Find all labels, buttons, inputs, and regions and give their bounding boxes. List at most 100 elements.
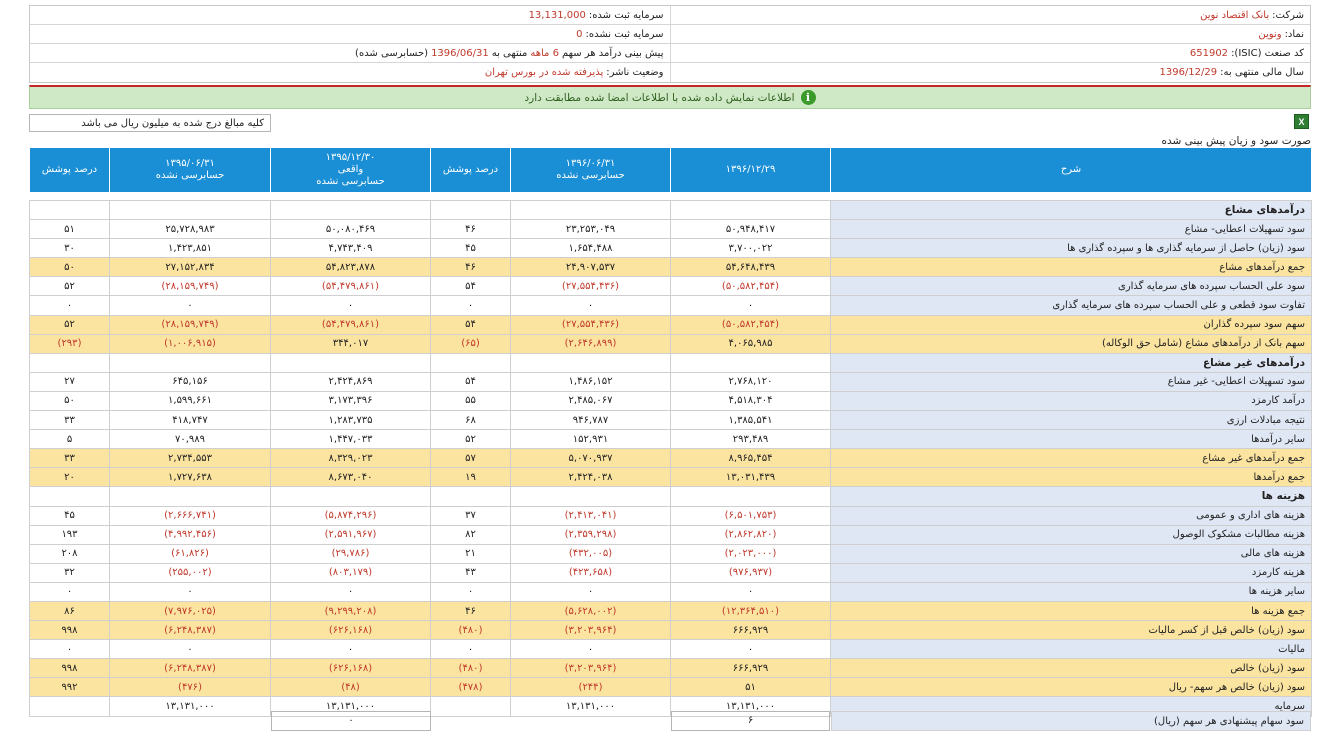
table-row: تفاوت سود قطعی و علی الحساب سپرده های سر… — [29, 295, 1312, 316]
publisher-status-label: وضعیت ناشر: — [606, 67, 664, 78]
table-row: سود تسهیلات اعطایی- مشاع ۵۰,۹۴۸,۴۱۷ ۲۳,۲۵۳… — [29, 219, 1312, 240]
row-value-col5: (۲,۶۶۶,۷۴۱) — [109, 505, 271, 526]
row-value-col1: ۱۳,۰۳۱,۴۳۹ — [670, 467, 831, 488]
row-value-col2: (۵,۶۲۸,۰۰۲) — [510, 600, 671, 622]
row-value-col3: ۰ — [430, 295, 511, 316]
row-value-col4: ۸,۶۷۳,۰۴۰ — [270, 467, 431, 488]
table-row: هزینه کارمزد (۹۷۶,۹۳۷) (۴۲۳,۶۵۸) ۴۳ (۸۰۳,۱۷۹… — [29, 562, 1312, 583]
row-value-col3: ۵۴ — [430, 276, 511, 297]
row-value-col4: (۲,۵۹۱,۹۶۷) — [270, 524, 431, 545]
header-c4-line3: حسابرسی نشده — [316, 176, 385, 187]
row-value-col6: ۲۷ — [29, 371, 110, 392]
info-row: وضعیت ناشر: پذیرفته شده در بورس تهران سا… — [30, 63, 1310, 82]
row-value-col6: ۳۳ — [29, 448, 110, 469]
company-value[interactable]: بانک اقتصاد نوین — [1200, 9, 1270, 21]
row-description: سود (زیان) خالص قبل از کسر مالیات — [830, 620, 1312, 641]
row-value-col3: ۵۵ — [430, 390, 511, 412]
row-description: درآمدهای مشاع — [830, 199, 1312, 221]
row-value-col5: ۶۴۵,۱۵۶ — [109, 371, 271, 392]
forecast-label-pre: پیش بینی درآمد هر سهم — [561, 47, 664, 59]
row-value-col6: ۸۶ — [29, 600, 110, 622]
row-value-col3: ۵۴ — [430, 371, 511, 392]
row-value-col5: ۱,۵۹۹,۶۶۱ — [109, 390, 271, 412]
company-info-table: سرمایه ثبت شده: 13,131,000 شرکت: بانک اق… — [29, 5, 1311, 83]
unit-note: کلیه مبالغ درج شده به میلیون ریال می باش… — [29, 114, 271, 132]
row-value-col2: ۱,۶۵۴,۴۸۸ — [510, 238, 671, 259]
total-row: سود (زیان) خالص ۶۶۶,۹۲۹ (۳,۲۰۳,۹۶۴) (۴۸۰) (۶… — [29, 658, 1312, 679]
isic-label: کد صنعت (ISIC): — [1231, 47, 1304, 59]
header-c3: درصد پوشش — [430, 147, 511, 193]
row-value-col4: ۱,۴۴۷,۰۳۳ — [270, 429, 431, 450]
row-value-col4: ۸,۳۲۹,۰۲۳ — [270, 448, 431, 469]
row-value-col3: ۴۶ — [430, 219, 511, 240]
row-value-col6: ۳۳ — [29, 410, 110, 431]
row-description: سود (زیان) خالص — [830, 658, 1312, 679]
row-value-col1: (۲,۰۲۳,۰۰۰) — [670, 543, 831, 564]
row-value-col1: (۵۰,۵۸۲,۴۵۴) — [670, 314, 831, 335]
row-value-col3: ۶۸ — [430, 410, 511, 431]
row-value-col1: (۹۷۶,۹۳۷) — [670, 562, 831, 583]
row-value-col2: ۰ — [510, 639, 671, 660]
row-value-col3: ۲۱ — [430, 543, 511, 564]
row-value-col6: ۵۰ — [29, 257, 110, 278]
row-value-col3: ۳۷ — [430, 505, 511, 526]
row-description: نتیجه مبادلات ارزی — [830, 410, 1312, 431]
row-description: جمع درآمدهای غیر مشاع — [830, 448, 1312, 469]
header-c2-line2: حسابرسی نشده — [556, 170, 625, 181]
row-value-col5: ۱,۷۲۷,۶۳۸ — [109, 467, 271, 488]
registered-capital-cell: سرمایه ثبت شده: 13,131,000 — [30, 6, 670, 24]
row-value-col4: ۰ — [270, 295, 431, 316]
symbol-value[interactable]: ونوین — [1258, 28, 1282, 40]
row-value-col5 — [109, 352, 271, 373]
row-value-col1 — [670, 352, 831, 373]
row-value-col4: ۳۴۴,۰۱۷ — [270, 333, 431, 354]
dps-value-1: ۶ — [671, 711, 830, 731]
spacer-cell — [29, 192, 1312, 201]
row-value-col6: ۲۰ — [29, 467, 110, 488]
row-value-col6: ۵۰ — [29, 390, 110, 412]
row-value-col2: ۲,۴۲۴,۰۳۸ — [510, 467, 671, 488]
row-value-col2: ۱۵۲,۹۳۱ — [510, 429, 671, 450]
row-value-col1: ۶۶۶,۹۲۹ — [670, 620, 831, 641]
row-value-col6: ۹۹۸ — [29, 658, 110, 679]
header-c5-line1: ۱۳۹۵/۰۶/۳۱ — [165, 158, 215, 169]
table-row: درآمد کارمزد ۴,۵۱۸,۳۰۴ ۲,۴۸۵,۰۶۷ ۵۵ ۳,۱۷۳,۳۹… — [29, 390, 1312, 412]
fiscal-year-cell: سال مالی منتهی به: 1396/12/29 — [669, 63, 1311, 82]
row-value-col3 — [430, 352, 511, 373]
row-value-col6: ۵۱ — [29, 219, 110, 240]
row-value-col2 — [510, 352, 671, 373]
total-row: سود (زیان) خالص هر سهم- ریال ۵۱ (۲۴۴) (۴۷۸)… — [29, 677, 1312, 698]
row-value-col5: (۲۵۵,۰۰۲) — [109, 562, 271, 583]
row-value-col5: (۷,۹۷۶,۰۲۵) — [109, 600, 271, 622]
row-value-col5: (۶,۲۴۸,۳۸۷) — [109, 658, 271, 679]
row-value-col2: (۳,۲۰۳,۹۶۴) — [510, 620, 671, 641]
row-value-col6 — [29, 696, 110, 717]
row-value-col1: ۲,۷۶۸,۱۲۰ — [670, 371, 831, 392]
spacer-row — [29, 192, 1312, 201]
row-value-col4: (۶۲۶,۱۶۸) — [270, 620, 431, 641]
row-value-col5 — [109, 486, 271, 507]
row-value-col1: ۰ — [670, 581, 831, 602]
row-value-col4: ۳,۱۷۳,۳۹۶ — [270, 390, 431, 412]
table-row: نتیجه مبادلات ارزی ۱,۳۸۵,۵۴۱ ۹۴۶,۷۸۷ ۶۸ ۱,۲۸… — [29, 410, 1312, 431]
symbol-cell: نماد: ونوین — [669, 25, 1311, 43]
total-row: سهم بانک از درآمدهای مشاع (شامل حق الوکا… — [29, 333, 1312, 354]
row-description: سود (زیان) حاصل از سرمایه گذاری ها و سپر… — [830, 238, 1312, 259]
info-row: سرمایه ثبت نشده: 0 نماد: ونوین — [30, 25, 1310, 44]
info-icon: i — [800, 90, 816, 105]
excel-export-icon[interactable]: X — [1294, 114, 1309, 129]
forecast-label-mid: منتهی به — [491, 47, 528, 59]
row-value-col4: (۹,۲۹۹,۲۰۸) — [270, 600, 431, 622]
row-value-col5: ۲۷,۱۵۲,۸۳۴ — [109, 257, 271, 278]
row-value-col5: ۰ — [109, 295, 271, 316]
row-value-col1: (۶,۵۰۱,۷۵۳) — [670, 505, 831, 526]
row-value-col4: ۰ — [270, 581, 431, 602]
dps-label: سود سهام پیشنهادی هر سهم (ریال) — [831, 711, 1311, 731]
row-value-col3: ۴۶ — [430, 600, 511, 622]
row-value-col2: ۲۳,۲۵۳,۰۴۹ — [510, 219, 671, 240]
row-value-col2: (۲۷,۵۵۴,۴۳۶) — [510, 314, 671, 335]
section-title: صورت سود و زیان پیش بینی شده — [1161, 135, 1312, 147]
total-row: سود (زیان) خالص قبل از کسر مالیات ۶۶۶,۹۲۹… — [29, 620, 1312, 641]
row-value-col2: ۲۴,۹۰۷,۵۳۷ — [510, 257, 671, 278]
row-description: جمع درآمدها — [830, 467, 1312, 488]
